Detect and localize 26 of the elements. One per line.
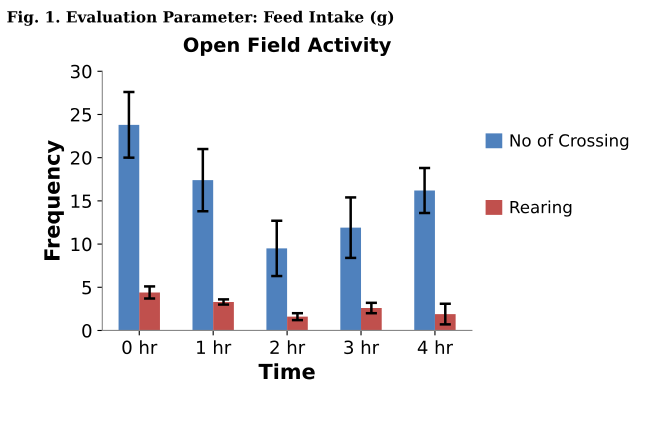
chart-title: Open Field Activity (184, 37, 392, 56)
bar (118, 124, 140, 330)
legend-label: No of Crossing (510, 134, 628, 150)
y-tick-label: 10 (72, 238, 92, 252)
x-tick-label: 1 hr (197, 340, 232, 354)
x-tick-label: 0 hr (122, 340, 158, 354)
x-tick-label: 4 hr (418, 340, 453, 354)
y-tick-label: 25 (70, 108, 91, 122)
bar (361, 308, 382, 330)
y-tick-label: 15 (72, 194, 91, 208)
bar (414, 190, 435, 330)
x-tick-label: 2 hr (270, 340, 306, 354)
y-tick-label: 5 (82, 280, 91, 294)
legend-label: Rearing (510, 200, 572, 217)
bar (340, 228, 362, 330)
y-tick-label: 0 (82, 324, 92, 338)
caption: Fig. 1. Evaluation Parameter: Feed Intake (g) (7, 10, 394, 26)
bar (213, 302, 234, 330)
y-tick-label: 20 (70, 151, 92, 165)
bar (266, 248, 288, 330)
x-axis-title: Time (258, 363, 315, 380)
bar (139, 292, 160, 330)
x-tick-label: 3 hr (344, 340, 380, 354)
y-axis-title: Frequency (44, 140, 64, 260)
bar (192, 180, 214, 330)
y-tick-label: 30 (70, 64, 92, 78)
